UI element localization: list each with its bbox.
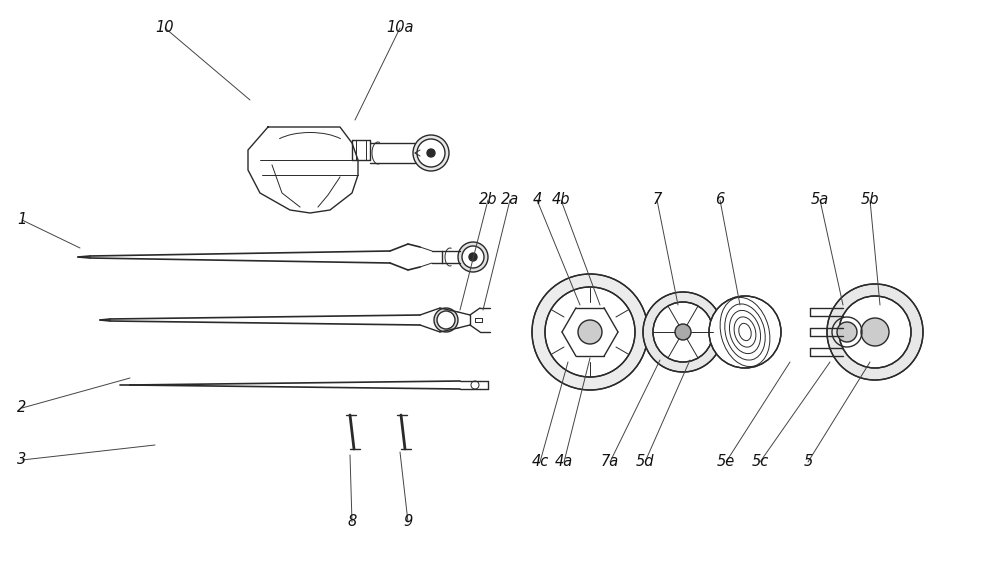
Circle shape — [471, 381, 479, 389]
Circle shape — [709, 296, 781, 368]
Circle shape — [437, 311, 455, 329]
Circle shape — [532, 274, 648, 390]
Text: 5c: 5c — [751, 454, 769, 470]
Circle shape — [827, 284, 923, 380]
Polygon shape — [78, 251, 390, 263]
Text: 1: 1 — [17, 212, 27, 228]
Text: 4: 4 — [532, 193, 542, 207]
Text: 7a: 7a — [601, 454, 619, 470]
Text: 8: 8 — [347, 515, 357, 529]
Text: 5: 5 — [803, 454, 813, 470]
Text: 5b: 5b — [861, 193, 879, 207]
Text: 7: 7 — [652, 193, 662, 207]
Text: 2: 2 — [17, 401, 27, 415]
Text: 6: 6 — [715, 193, 725, 207]
Circle shape — [427, 149, 435, 157]
Circle shape — [578, 320, 602, 344]
Text: 5d: 5d — [636, 454, 654, 470]
Circle shape — [434, 308, 458, 332]
Circle shape — [469, 253, 477, 261]
Text: 5a: 5a — [811, 193, 829, 207]
Circle shape — [462, 246, 484, 268]
Circle shape — [417, 139, 445, 167]
Circle shape — [837, 322, 857, 342]
Text: 10a: 10a — [386, 20, 414, 36]
Circle shape — [861, 318, 889, 346]
Circle shape — [653, 302, 713, 362]
Text: 4c: 4c — [531, 454, 549, 470]
Circle shape — [458, 242, 488, 272]
Circle shape — [413, 135, 449, 171]
Circle shape — [675, 324, 691, 340]
Circle shape — [839, 296, 911, 368]
Text: 2a: 2a — [501, 193, 519, 207]
Text: 2b: 2b — [479, 193, 497, 207]
Text: 4b: 4b — [552, 193, 570, 207]
Text: 4a: 4a — [555, 454, 573, 470]
Text: 5e: 5e — [717, 454, 735, 470]
Text: 10: 10 — [156, 20, 174, 36]
Circle shape — [545, 287, 635, 377]
Circle shape — [643, 292, 723, 372]
Text: 9: 9 — [403, 515, 413, 529]
Text: 3: 3 — [17, 453, 27, 467]
